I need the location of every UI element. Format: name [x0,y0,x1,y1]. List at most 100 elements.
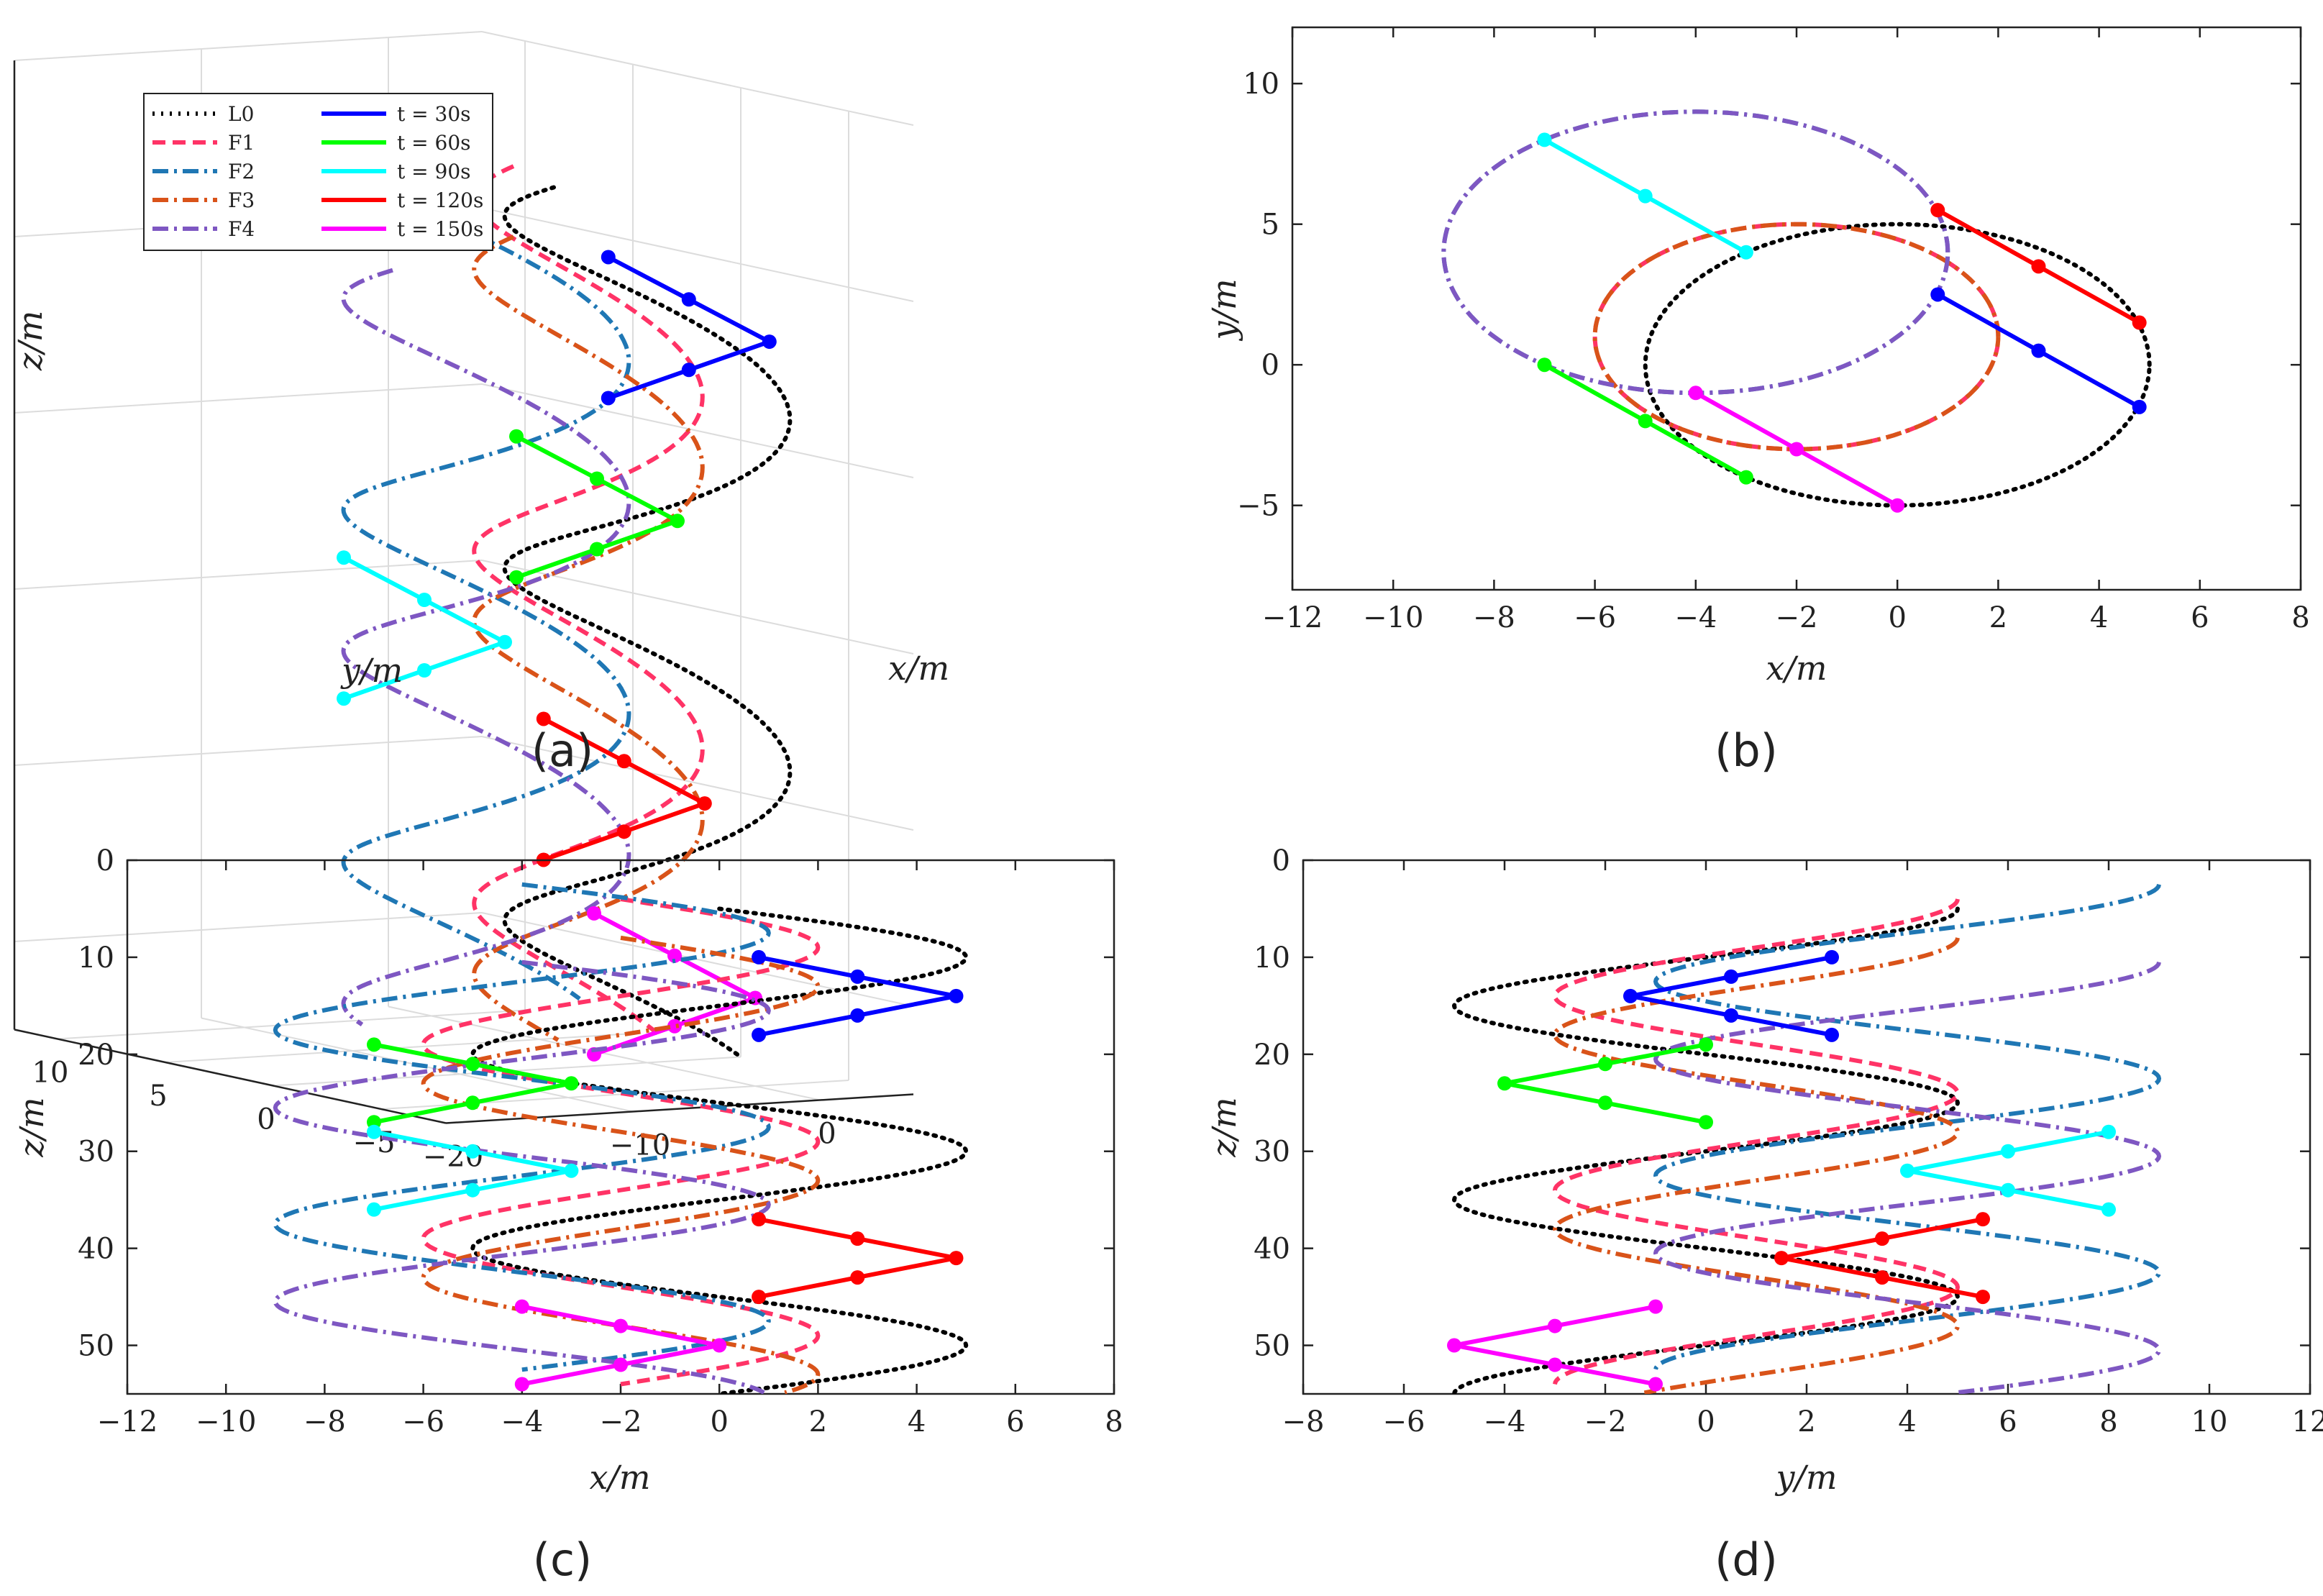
legend-label: L0 [228,102,254,126]
panel-a-gridline [14,736,483,766]
legend-label: t = 90s [397,160,471,183]
panel-c-formation-point [564,1163,579,1178]
panel-a-gridline [481,560,914,655]
panel-c-ytick-label: 0 [96,844,114,877]
panel-b-axes-box [1291,26,2302,591]
panel-b-ytick-label: 0 [1261,349,1279,382]
panel-c-formation-point [465,1144,480,1159]
panel-a-ytick-label: 10 [32,1057,69,1090]
panel-b-trajectory-f3 [1592,222,2001,452]
panel-a-xtick-label: −10 [610,1129,670,1162]
panel-d-formation-point [2101,1124,2116,1139]
panel-d-formation-point [1699,1115,1713,1130]
panel-a-ylabel: y/m [340,651,403,690]
panel-d-xtick-label: 2 [1797,1405,1815,1438]
panel-c-xtick-label: 8 [1105,1405,1123,1438]
panel-c-formation-point [564,1076,579,1091]
panel-c-formation-line [758,1217,957,1300]
panel-c-formation-point [367,1124,381,1139]
panel-d-formation-point [1976,1290,1990,1305]
panel-b-formation-point [1930,203,1945,218]
panel-d-formation-point [1648,1377,1663,1392]
panel-d-formation-point [2101,1202,2116,1217]
panel-d-formation-point [1875,1231,1889,1246]
panel-c-ytick-label: 20 [78,1039,114,1072]
panel-b-formation-point [2132,399,2147,414]
panel-c-xlabel: x/m [589,1458,650,1497]
panel-a-formation-point [337,550,351,565]
legend-label: t = 150s [397,217,483,241]
panel-c-formation-point [514,1377,529,1392]
panel-a-zlabel: z/m [11,311,50,371]
panel-b-ticks: −12 −10 −8 −6 −4 −2 0 2 4 6 8 −5 0 5 10 [1237,27,2310,634]
panel-c-formation-point [613,1318,628,1333]
panel-a-formation-point [697,796,712,811]
panel-b-ytick-label: −5 [1237,490,1279,523]
panel-a-formation-point [667,948,682,963]
panel-a-formation-point [590,542,604,557]
panel-d-formation-point [1774,1251,1789,1266]
panel-c-ytick-label: 10 [78,941,114,975]
panel-d-formation-point [1875,1270,1889,1285]
panel-a-xtick-label: 0 [818,1118,836,1151]
legend-label: F4 [228,217,255,241]
panel-d-formation-line [1453,1304,1656,1387]
panel-c-formation-point [752,1212,767,1227]
panel-a-formation-point [667,1018,682,1034]
panel-d-trajectory-f3 [1552,937,1961,1394]
panel-d-caption: (d) [1715,1533,1778,1586]
panel-d-yz-chart: −8 −6 −4 −2 0 2 4 6 8 10 12 0 10 20 30 40 50 y/m z/m (d) [1205,844,2323,1586]
panel-d-formation-line [1907,1129,2109,1212]
panel-a-gridline [481,383,914,478]
panel-c-xtick-label: 6 [1006,1405,1024,1438]
panel-a-formation-point [536,711,551,726]
panel-b-trajectory-l0 [1643,222,2152,508]
panel-d-xtick-label: −2 [1584,1405,1627,1438]
panel-a-legend: L0 F1 F2 F3 F4 t = 30s t = 60s t = 90s t = 120s t… [143,93,493,251]
panel-b-xtick-label: −4 [1674,601,1717,634]
panel-c-formation-point [949,988,964,1003]
panel-d-trajectory-l0 [1451,906,1961,1394]
panel-b-formation-point [1688,386,1703,401]
panel-a-gridline [14,31,483,61]
panel-c-ytick-label: 40 [78,1233,114,1266]
panel-a-formation-point [587,906,601,921]
panel-d-xtick-label: 0 [1697,1405,1715,1438]
panel-c-formation-point [949,1251,964,1266]
panel-b-xtick-label: −10 [1363,601,1423,634]
panel-d-ylabel: z/m [1205,1097,1243,1157]
panel-b-ytick-label: 5 [1261,209,1279,242]
panel-c-formation-point [712,1338,727,1353]
panel-a-formation-point [417,663,432,678]
panel-c-xtick-label: −4 [501,1405,543,1438]
panel-a-gridline [14,560,483,590]
panel-a-trajectories [341,127,793,1059]
panel-d-ytick-label: 20 [1254,1039,1290,1072]
panel-d-xtick-label: 4 [1898,1405,1916,1438]
panel-a-formation-point [762,334,777,350]
panel-b-ylabel: y/m [1205,278,1243,341]
panel-a-formation-point [616,754,631,769]
panel-c-caption: (c) [533,1533,592,1586]
panel-b-formation-point [1638,414,1653,429]
panel-c-formation-lines [367,949,964,1392]
panel-b-xtick-label: −12 [1262,601,1323,634]
panel-a-3d-chart: 010203040501050−5−20−100 x/m y/m z/m L0F… [11,31,949,1174]
panel-d-trajectory-f1 [1552,898,1961,1385]
panel-b-ytick-label: 10 [1243,68,1279,101]
panel-d-ytick-label: 30 [1254,1136,1290,1169]
panel-d-trajectories [1451,883,2162,1394]
panel-a-trajectory-f2 [341,127,631,1001]
panel-b-formation-point [2031,343,2046,358]
panel-b-formation-point [1789,442,1804,457]
panel-c-formation-point [367,1202,381,1217]
panel-d-formation-point [1900,1163,1914,1178]
panel-b-formation-lines [1537,132,2147,513]
legend-label: F2 [228,160,255,183]
legend-label: F1 [228,131,255,155]
panel-d-formation-point [2001,1144,2015,1159]
panel-a-x-axis [445,1093,914,1124]
panel-c-xtick-label: −6 [402,1405,444,1438]
